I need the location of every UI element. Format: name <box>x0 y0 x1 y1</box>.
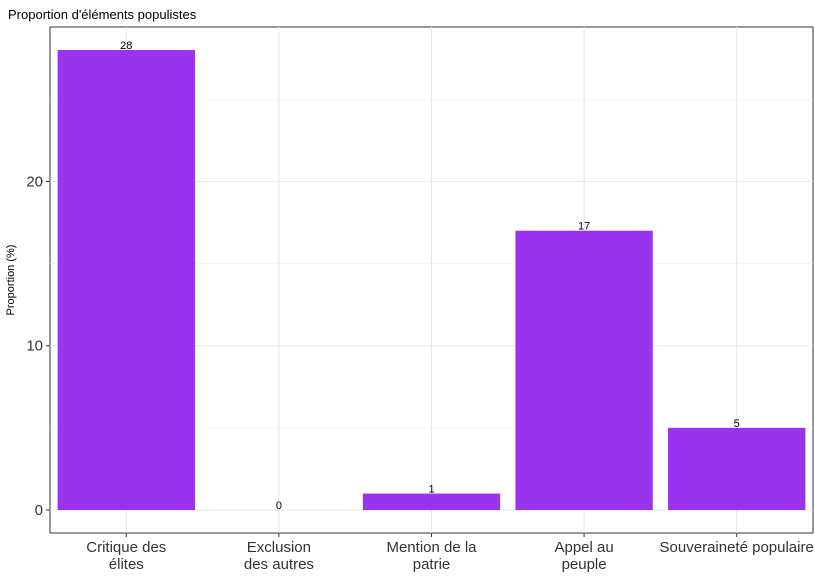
data-label: 5 <box>734 418 740 430</box>
y-tick-label: 20 <box>26 173 43 190</box>
bar <box>515 230 653 510</box>
bar <box>362 493 501 510</box>
data-labels: 28 0 1 17 5 <box>120 40 740 512</box>
x-tick-label: Appel au peuple <box>554 539 613 573</box>
bar <box>57 50 195 510</box>
x-tick-label: Mention de la patrie <box>386 539 477 573</box>
x-tick-label: Exclusion des autres <box>244 539 314 573</box>
data-label: 0 <box>276 500 282 512</box>
x-tick-label: Critique des élites <box>86 539 166 573</box>
bar <box>668 427 806 510</box>
y-tick-label: 10 <box>26 338 43 355</box>
y-tick-label: 0 <box>35 502 43 519</box>
data-label: 28 <box>120 40 132 52</box>
data-label: 17 <box>578 221 590 233</box>
x-axis-ticks: Critique des élites Exclusion des autres Men… <box>86 533 814 573</box>
y-axis-label: Proportion (%) <box>5 245 17 316</box>
data-label: 1 <box>428 484 434 496</box>
x-tick-label: Souveraineté populaire <box>660 539 814 556</box>
bars <box>57 50 806 510</box>
y-axis-ticks: 0 10 20 <box>26 173 50 519</box>
chart-title: Proportion d'éléments populistes <box>8 7 197 22</box>
